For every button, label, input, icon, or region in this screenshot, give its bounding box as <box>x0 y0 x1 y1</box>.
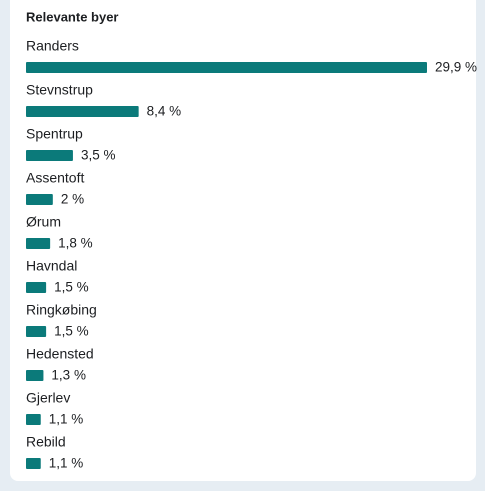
chart-title: Relevante byer <box>26 9 119 24</box>
category-label: Spentrup <box>26 126 83 142</box>
value-label: 1,1 % <box>49 456 84 471</box>
category-label: Hedensted <box>26 346 94 362</box>
bar <box>26 150 73 161</box>
bar <box>26 238 51 249</box>
value-label: 1,5 % <box>54 280 89 295</box>
value-label: 3,5 % <box>81 148 116 163</box>
category-label: Stevnstrup <box>26 82 93 98</box>
bar <box>26 458 41 469</box>
value-label: 1,1 % <box>49 412 84 427</box>
value-label: 8,4 % <box>147 104 182 119</box>
bar <box>26 106 139 117</box>
category-label: Randers <box>26 38 79 54</box>
category-label: Gjerlev <box>26 390 70 406</box>
value-label: 2 % <box>61 192 84 207</box>
bar <box>26 62 427 73</box>
value-label: 1,8 % <box>58 236 93 251</box>
card <box>10 0 476 481</box>
category-label: Rebild <box>26 434 66 450</box>
category-label: Havndal <box>26 258 77 274</box>
bar <box>26 194 53 205</box>
bar <box>26 370 44 381</box>
bar <box>26 414 41 425</box>
category-label: Ringkøbing <box>26 302 97 318</box>
value-label: 1,5 % <box>54 324 89 339</box>
category-label: Ørum <box>26 214 61 230</box>
bar <box>26 326 47 337</box>
bar <box>26 282 47 293</box>
value-label: 29,9 % <box>435 60 477 75</box>
value-label: 1,3 % <box>51 368 86 383</box>
category-label: Assentoft <box>26 170 84 186</box>
